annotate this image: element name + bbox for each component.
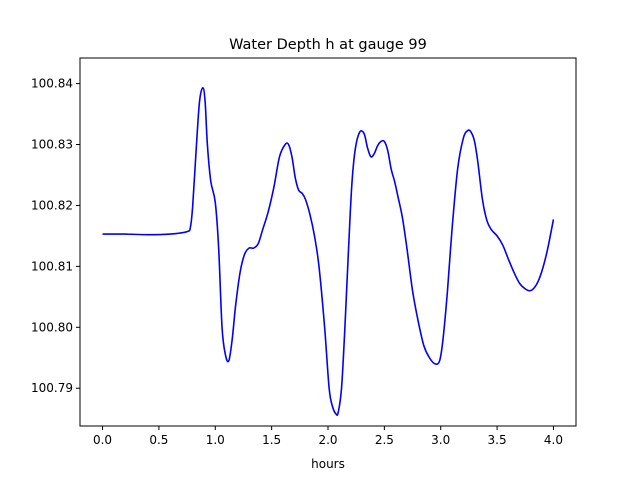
series-line-0	[102, 87, 555, 416]
y-tick-label: 100.81	[31, 259, 73, 273]
x-tick-label: 2.5	[375, 433, 394, 447]
y-tick-label: 100.82	[31, 198, 73, 212]
x-tick-label: 0.0	[93, 433, 112, 447]
x-tick-label: 4.0	[544, 433, 563, 447]
y-tick-label: 100.80	[31, 320, 73, 334]
y-tick-label: 100.79	[31, 381, 73, 395]
y-tick-label: 100.83	[31, 138, 73, 152]
y-tick-label: 100.84	[31, 77, 73, 91]
x-tick-label: 0.5	[149, 433, 168, 447]
chart-title: Water Depth h at gauge 99	[229, 37, 427, 53]
y-axis: 100.79 100.80 100.81 100.82 100.83 100.84	[31, 77, 80, 395]
x-tick-label: 1.5	[262, 433, 281, 447]
series-layer	[102, 87, 555, 416]
x-tick-label: 1.0	[206, 433, 225, 447]
x-tick-label: 3.5	[488, 433, 507, 447]
x-axis: 0.0 0.5 1.0 1.5 2.0 2.5 3.0 3.5 4.0	[93, 426, 563, 447]
x-axis-label: hours	[311, 457, 345, 471]
x-tick-label: 3.0	[431, 433, 450, 447]
x-tick-label: 2.0	[318, 433, 337, 447]
